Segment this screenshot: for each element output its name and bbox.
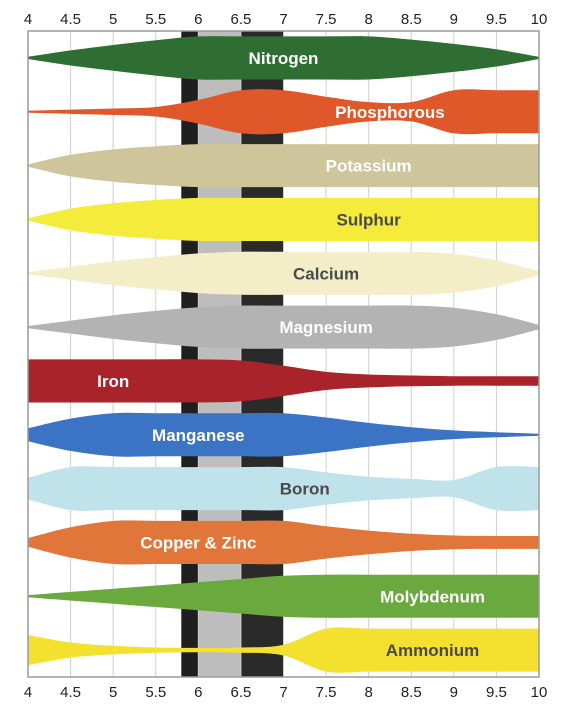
label-boron: Boron (280, 480, 330, 499)
bottom-tick-6: 7 (279, 684, 287, 701)
bottom-tick-5: 6.5 (230, 684, 251, 701)
label-nitrogen: Nitrogen (249, 49, 319, 68)
band-calcium (28, 251, 539, 295)
band-copper-and-zinc (28, 520, 539, 565)
label-copper-and-zinc: Copper & Zinc (140, 533, 256, 552)
label-molybdenum: Molybdenum (380, 587, 485, 606)
bottom-tick-7: 7.5 (316, 684, 337, 701)
top-tick-12: 10 (531, 11, 548, 28)
bottom-tick-4: 6 (194, 684, 202, 701)
bottom-tick-1: 4.5 (60, 684, 81, 701)
vertical-gridlines (27, 31, 540, 677)
band-iron (28, 359, 539, 403)
top-tick-9: 8.5 (401, 11, 422, 28)
label-phosphorous: Phosphorous (335, 103, 445, 122)
top-tick-3: 5.5 (145, 11, 166, 28)
shaded-bands (181, 31, 284, 677)
label-sulphur: Sulphur (337, 210, 402, 229)
bottom-tick-3: 5.5 (145, 684, 166, 701)
label-calcium: Calcium (293, 264, 359, 283)
bottom-tick-0: 4 (24, 684, 32, 701)
nutrient-shapes (28, 36, 539, 673)
bottom-tick-2: 5 (109, 684, 117, 701)
band-molybdenum (28, 574, 539, 618)
band-nitrogen (28, 36, 539, 80)
top-tick-0: 4 (24, 11, 32, 28)
band-sulphur (28, 197, 539, 242)
nutrient-labels: Nitrogen Phosphorous Potassium Sulphur Calci… (97, 49, 485, 660)
bottom-tick-10: 9 (450, 684, 458, 701)
top-tick-10: 9 (450, 11, 458, 28)
bottom-tick-8: 8 (364, 684, 372, 701)
top-tick-11: 9.5 (486, 11, 507, 28)
bottom-tick-12: 10 (531, 684, 548, 701)
band-magnesium (28, 305, 539, 349)
top-tick-6: 7 (279, 11, 287, 28)
bottom-tick-9: 8.5 (401, 684, 422, 701)
label-magnesium: Magnesium (279, 318, 373, 337)
plot-frame (27, 30, 540, 678)
top-axis: 4 4.5 5 5.5 6 6.5 7 7.5 8 8.5 9 9.5 10 (24, 11, 548, 28)
band-ammonium (28, 627, 539, 673)
shaded-band-0 (181, 31, 199, 677)
top-tick-1: 4.5 (60, 11, 81, 28)
band-manganese (28, 412, 539, 457)
top-tick-8: 8 (364, 11, 372, 28)
label-manganese: Manganese (152, 426, 245, 445)
bottom-tick-11: 9.5 (486, 684, 507, 701)
band-phosphorous (28, 89, 539, 135)
label-potassium: Potassium (326, 157, 412, 176)
label-iron: Iron (97, 372, 129, 391)
band-potassium (28, 143, 539, 188)
top-tick-7: 7.5 (316, 11, 337, 28)
shaded-band-1 (198, 31, 241, 677)
top-tick-5: 6.5 (230, 11, 251, 28)
top-tick-4: 6 (194, 11, 202, 28)
label-ammonium: Ammonium (386, 641, 480, 660)
shaded-band-2 (240, 31, 284, 677)
bottom-axis: 4 4.5 5 5.5 6 6.5 7 7.5 8 8.5 9 9.5 10 (24, 684, 548, 701)
band-boron (28, 466, 539, 512)
top-tick-2: 5 (109, 11, 117, 28)
